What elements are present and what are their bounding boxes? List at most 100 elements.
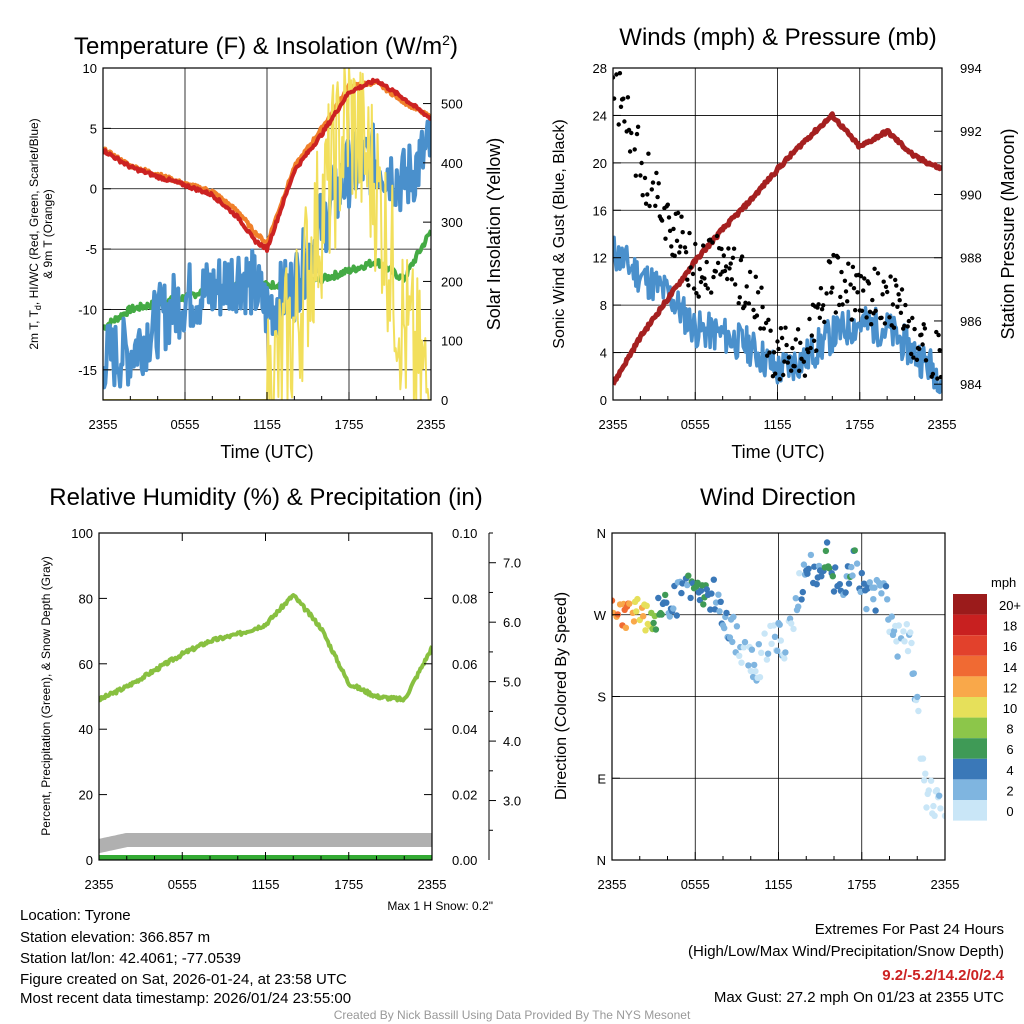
winds-xlabel: Time (UTC) [731,442,824,462]
humidity-ylabel: Percent, Precipitation (Green), & Snow D… [39,556,53,835]
location-text: Location: Tyrone [20,907,131,924]
gust-point [751,307,756,313]
recent-data-text: Most recent data timestamp: 2026/01/24 2… [20,990,351,1007]
y2-tick-label: 400 [441,156,463,171]
direction-point [626,600,633,607]
direction-point [687,594,694,602]
direction-point [710,576,717,583]
direction-point [715,591,722,598]
direction-ticks: 2355 0555 1155 1755 2355 N W S E N [594,526,960,892]
y-tick-label: 28 [593,61,607,76]
gust-point [719,246,724,252]
direction-point [790,625,797,633]
gust-point [840,302,845,307]
direction-point [936,792,943,799]
gust-point [888,274,893,279]
x-tick-label: 1155 [253,417,281,432]
y2-tick-label: 500 [441,97,463,112]
direction-point [795,603,802,610]
direction-point [736,652,743,659]
direction-point [776,621,783,628]
y-tick-label: N [597,853,606,868]
gust-point [663,236,668,241]
gust-point [665,202,670,207]
gust-point [919,332,924,337]
humidity-title: Relative Humidity (%) & Precipitation (i… [49,484,482,511]
gust-point [761,326,766,331]
gust-point [867,309,873,314]
direction-point [799,588,806,596]
y-tick-label: 0 [86,853,93,868]
direction-point [931,812,938,819]
direction-point [764,650,772,657]
gust-point [754,313,760,318]
x-tick-label: 2355 [599,417,628,432]
legend-swatch [953,594,987,615]
gust-point [729,277,734,282]
gust-point [682,245,688,250]
direction-point [748,646,756,653]
x-tick-label: 0555 [168,877,197,892]
y-tick-label: -10 [78,302,97,317]
gust-point [815,305,820,310]
gust-point [737,295,742,300]
gust-point [837,302,842,308]
snow-tick-label: 4.0 [503,734,521,749]
x-tick-label: 0555 [681,417,710,432]
direction-point [796,570,803,577]
gust-point [649,187,654,192]
gust-point [653,203,658,208]
direction-point [670,605,677,612]
gust-point [656,181,661,186]
gust-point [935,376,940,381]
gust-point [744,284,749,289]
gust-point [937,348,942,353]
direction-point [747,667,754,675]
direction-point [823,539,831,546]
gust-point [666,215,672,220]
gust-point [934,329,939,335]
direction-point [696,596,704,604]
gust-point [710,240,715,245]
direction-point [804,570,811,577]
y2-tick-label: 0 [441,393,448,408]
y-tick-label: 20 [79,788,93,803]
temperature-ylabel-line2: & 9m T (Orange) [41,189,55,279]
gust-point [885,289,890,295]
direction-point [738,659,745,666]
legend-label: 0 [1006,804,1013,819]
direction-point [771,633,779,640]
gust-point [883,284,889,289]
y-tick-label: 8 [600,298,607,313]
snow-tick-label: 3.0 [503,794,521,809]
humidity-ticks: 2355 0555 1155 1755 2355 100 0.10 80 0.08 60 0.06 4… [71,526,521,892]
direction-panel: Wind Direction 2355 0555 1155 1755 2355 N W S E N… [553,484,1021,892]
y2-tick-label: 994 [960,61,982,76]
footer: Location: Tyrone Station elevation: 366.… [20,907,1005,1022]
gust-point [753,274,758,279]
legend-swatch [953,758,987,780]
direction-point [733,623,741,630]
direction-point [673,612,680,619]
gust-point [642,175,648,181]
gust-point [829,290,834,295]
direction-point [655,594,662,602]
gust-point [678,244,683,249]
y2-tick-label: 100 [441,334,463,349]
gust-point [690,271,696,277]
gust-point [640,193,645,198]
extremes-title: Extremes For Past 24 Hours [815,921,1004,938]
gust-point [899,287,905,292]
gust-point [618,104,624,110]
y-tick-label: -15 [78,363,97,378]
direction-point [708,590,715,597]
direction-point [788,620,795,627]
y-tick-label: 16 [593,203,607,218]
gust-point [784,342,789,348]
gust-point [843,289,849,294]
gust-point [903,302,908,308]
direction-point [849,572,856,579]
y-tick-label: 100 [71,526,93,541]
direction-point [890,627,898,635]
direction-point [792,595,799,602]
